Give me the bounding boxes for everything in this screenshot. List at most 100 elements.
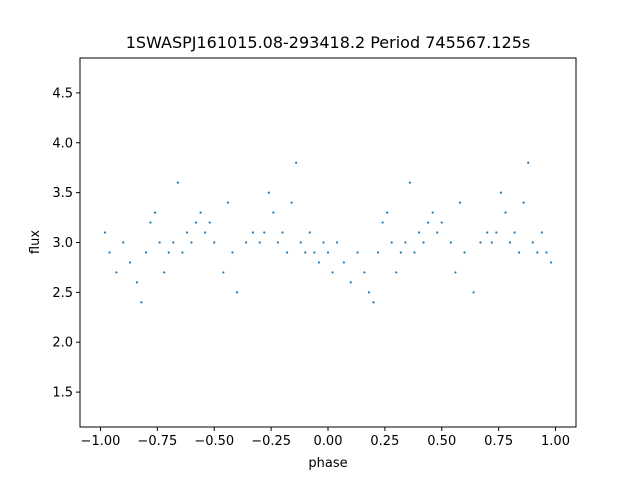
data-point <box>436 231 439 234</box>
data-point <box>490 241 493 244</box>
data-point <box>342 261 346 264</box>
x-tick-label: 0.75 <box>484 434 513 449</box>
data-point <box>458 201 462 204</box>
data-point <box>449 241 452 244</box>
data-point <box>276 241 280 244</box>
data-point <box>172 241 175 244</box>
data-point <box>454 271 457 274</box>
data-point <box>531 241 534 244</box>
data-point <box>128 261 132 264</box>
data-point <box>463 251 466 254</box>
data-point <box>404 241 407 244</box>
data-point <box>349 281 352 284</box>
data-point <box>427 221 430 224</box>
data-point <box>167 251 170 254</box>
data-point <box>413 251 416 254</box>
data-point <box>226 201 229 204</box>
y-axis-ticks: 1.5 2.0 2.5 3.0 3.5 4.0 4.5 <box>52 86 80 401</box>
data-point <box>313 251 316 254</box>
data-point <box>390 241 393 244</box>
data-point <box>185 231 189 234</box>
y-tick-label: 4.5 <box>52 86 73 101</box>
data-point <box>158 241 161 244</box>
data-point <box>304 251 307 254</box>
data-point <box>267 191 270 194</box>
data-point <box>440 221 443 224</box>
data-point <box>386 211 389 214</box>
y-tick-label: 1.5 <box>52 386 73 401</box>
data-point <box>372 301 375 304</box>
data-point <box>513 231 516 234</box>
x-tick-label: 0.00 <box>314 434 343 449</box>
data-point <box>299 241 302 244</box>
x-tick-label: −0.25 <box>251 434 291 449</box>
data-point <box>176 181 179 184</box>
data-point <box>540 231 543 234</box>
data-point <box>103 231 107 234</box>
data-point <box>263 231 266 234</box>
data-point <box>536 251 539 254</box>
data-point <box>331 271 334 274</box>
data-point <box>244 241 248 244</box>
data-point <box>190 241 193 244</box>
data-point <box>308 231 311 234</box>
data-point <box>272 211 275 214</box>
data-point <box>381 221 384 224</box>
x-tick-label: −0.75 <box>137 434 177 449</box>
data-point <box>208 221 211 224</box>
x-tick-label: −0.50 <box>194 434 234 449</box>
data-point <box>235 291 239 294</box>
data-point <box>144 251 148 254</box>
data-point <box>204 231 207 234</box>
data-point <box>199 211 202 214</box>
data-point <box>399 251 402 254</box>
data-point <box>356 251 359 254</box>
data-point <box>504 211 507 214</box>
data-point <box>417 231 421 234</box>
y-tick-label: 3.0 <box>52 236 73 251</box>
data-point <box>422 241 425 244</box>
data-point <box>376 251 380 254</box>
x-axis-ticks: −1.00 −0.75 −0.50 −0.25 0.00 0.25 0.50 0.75 1.00 <box>81 427 570 449</box>
data-point <box>135 281 138 284</box>
data-point <box>213 241 216 244</box>
data-point <box>153 211 157 214</box>
data-point <box>163 271 166 274</box>
data-point <box>108 251 111 254</box>
data-points <box>103 161 553 304</box>
data-point <box>336 241 339 244</box>
data-point <box>322 241 325 244</box>
data-point <box>326 251 330 254</box>
data-point <box>295 161 298 164</box>
data-point <box>222 271 225 274</box>
data-point <box>194 221 198 224</box>
data-point <box>140 301 143 304</box>
data-point <box>231 251 234 254</box>
data-point <box>251 231 255 234</box>
data-point <box>408 181 412 184</box>
data-point <box>527 161 530 164</box>
data-point <box>486 231 489 234</box>
data-point <box>317 261 320 264</box>
data-point <box>281 231 284 234</box>
data-point <box>122 241 125 244</box>
y-tick-label: 3.5 <box>52 186 73 201</box>
data-point <box>522 201 525 204</box>
data-point <box>115 271 118 274</box>
data-point <box>518 251 521 254</box>
x-tick-label: 0.25 <box>370 434 399 449</box>
data-point <box>472 291 475 294</box>
y-tick-label: 2.5 <box>52 286 73 301</box>
y-axis-label: flux <box>28 230 43 254</box>
x-tick-label: 1.00 <box>541 434 570 449</box>
data-point <box>479 241 482 244</box>
data-point <box>181 251 184 254</box>
data-point <box>290 201 293 204</box>
y-tick-label: 4.0 <box>52 136 73 151</box>
data-point <box>508 241 512 244</box>
y-tick-label: 2.0 <box>52 336 73 351</box>
data-point <box>149 221 152 224</box>
data-point <box>363 271 366 274</box>
chart-title: 1SWASPJ161015.08-293418.2 Period 745567.… <box>126 33 531 52</box>
